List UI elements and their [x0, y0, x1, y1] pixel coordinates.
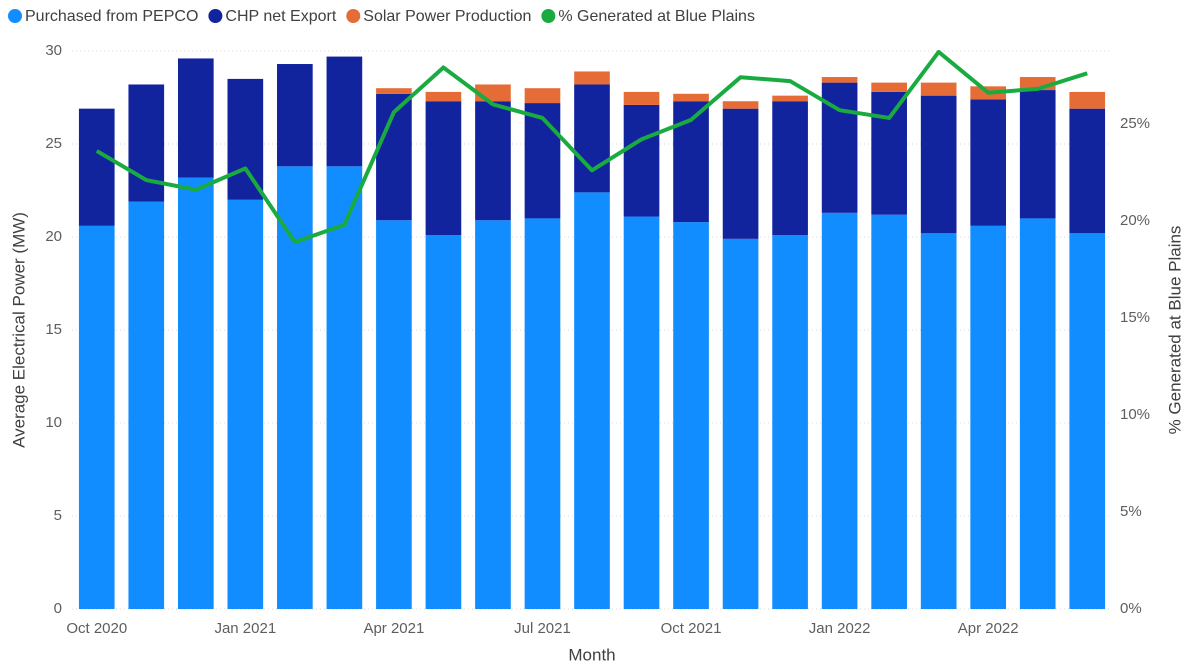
bar-segment [1019, 90, 1056, 219]
bar-segment [326, 166, 363, 609]
bar-segment [970, 225, 1007, 609]
x-tick-label: Oct 2020 [66, 620, 127, 637]
bar-segment [722, 108, 759, 239]
legend-marker [208, 9, 223, 23]
x-tick-label: Jan 2022 [809, 620, 871, 637]
bar-segment [673, 93, 709, 102]
bar-segment [821, 212, 858, 609]
legend-label: Solar Power Production [363, 8, 531, 25]
y-tick-label: 30 [45, 42, 62, 59]
bar-segment [673, 222, 709, 609]
bar-segment [425, 235, 462, 609]
y2-tick-label: 10% [1120, 406, 1150, 423]
x-tick-label: Apr 2021 [363, 620, 424, 637]
bar-segment [920, 82, 957, 96]
bar-segment [772, 101, 808, 236]
x-tick-label: Jan 2021 [214, 620, 276, 637]
bar-segment [128, 201, 165, 609]
bar-segment [1069, 108, 1106, 234]
legend-label: CHP net Export [225, 8, 336, 25]
bar-segment [920, 233, 957, 609]
bar-segment [376, 88, 412, 94]
x-axis-title: Month [568, 645, 615, 664]
bar-segment [871, 91, 907, 215]
bar-segment [277, 64, 313, 167]
x-tick-label: Apr 2022 [958, 620, 1019, 637]
bar-segment [425, 101, 462, 236]
y-tick-label: 15 [45, 321, 62, 338]
x-tick-label: Jul 2021 [514, 620, 571, 637]
bar-segment [524, 103, 561, 219]
bar-segment [227, 199, 264, 610]
legend-marker [346, 9, 361, 23]
legend-label: Purchased from PEPCO [25, 8, 198, 25]
y-tick-label: 5 [54, 507, 62, 524]
bar-segment [574, 84, 610, 193]
bar-segment [78, 108, 115, 226]
bar-segment [970, 99, 1007, 226]
y2-tick-label: 20% [1120, 212, 1150, 229]
bar-segment [524, 88, 561, 104]
bar-segment [177, 58, 214, 178]
bar-segment [1019, 218, 1056, 609]
bar-segment [277, 166, 313, 609]
legend: Purchased from PEPCO CHP net Export Solar … [8, 8, 755, 25]
bar-segment [425, 91, 462, 102]
bar-segment [1069, 233, 1106, 609]
bar-segment [326, 56, 363, 167]
bar-segment [722, 238, 759, 610]
bar-segment [524, 218, 561, 609]
legend-marker [541, 9, 556, 23]
bar-segment [871, 82, 907, 92]
bar-segment [574, 192, 610, 610]
bar-segment [772, 235, 808, 609]
x-tick-label: Oct 2021 [661, 620, 722, 637]
bar-segment [623, 91, 660, 105]
y2-tick-label: 5% [1120, 503, 1142, 520]
bar-segment [574, 71, 610, 85]
bar-segment [772, 95, 808, 102]
y-tick-label: 20 [45, 228, 62, 245]
bar-segment [376, 220, 412, 609]
bar-segment [475, 220, 511, 609]
y-axis-title: Average Electrical Power (MW) [9, 212, 28, 448]
y2-tick-label: 25% [1120, 115, 1150, 132]
y2-tick-label: 15% [1120, 309, 1150, 326]
bar-segment [920, 95, 957, 234]
y-tick-label: 10 [45, 414, 62, 431]
bar-segment [871, 214, 907, 609]
y2-tick-label: 0% [1120, 600, 1142, 617]
bar-segment [1069, 91, 1106, 109]
y-tick-label: 0 [54, 600, 62, 617]
legend-label: % Generated at Blue Plains [558, 8, 755, 25]
bar-segment [227, 78, 264, 200]
bar-segment [78, 225, 115, 609]
bar-segment [821, 77, 858, 83]
y2-axis-title: % Generated at Blue Plains [1165, 226, 1184, 435]
bar-segment [177, 177, 214, 610]
bar-segment [623, 104, 660, 217]
bar-segment [475, 101, 511, 221]
legend-marker [8, 9, 22, 23]
line [95, 49, 1088, 245]
y-tick-label: 25 [45, 135, 62, 152]
bar-segment [623, 216, 660, 610]
bar-segment [722, 101, 759, 109]
